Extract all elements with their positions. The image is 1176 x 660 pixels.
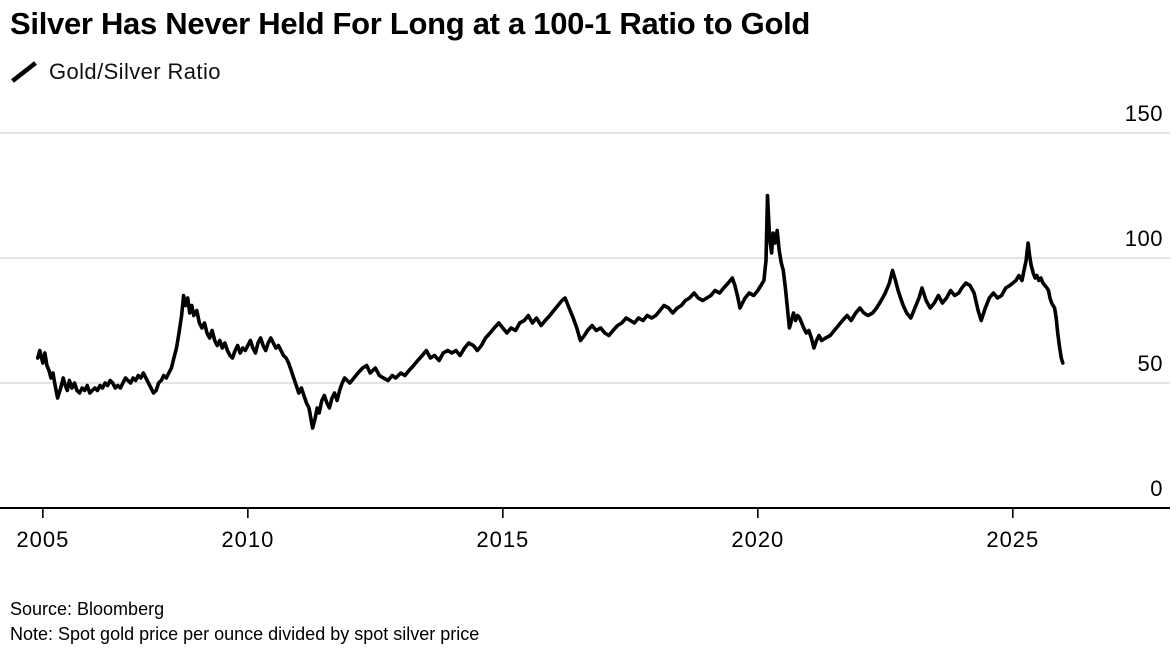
ratio-line-path: [35, 193, 1065, 430]
source-text: Source: Bloomberg: [10, 599, 165, 619]
x-tick-label: 2005: [16, 527, 69, 552]
y-tick-label: 50: [1138, 351, 1163, 376]
legend: Gold/Silver Ratio: [10, 59, 221, 85]
ratio-line-chart: 0 50 100 150 2005 2010 2015 2020 2025: [0, 101, 1170, 552]
page-title: Silver Has Never Held For Long at a 100-…: [10, 6, 811, 41]
slash-line-icon: [11, 61, 37, 83]
source-note-block: Source: Bloomberg Note: Spot gold price …: [10, 597, 479, 647]
y-tick-label: 0: [1150, 476, 1163, 501]
y-tick-label: 100: [1125, 226, 1163, 251]
x-tick-label: 2010: [221, 527, 274, 552]
x-tick-label: 2020: [731, 527, 784, 552]
x-tick-label: 2015: [476, 527, 529, 552]
legend-label: Gold/Silver Ratio: [49, 59, 221, 84]
y-tick-label: 150: [1125, 101, 1163, 126]
x-tick-label: 2025: [986, 527, 1039, 552]
note-text: Note: Spot gold price per ounce divided …: [10, 624, 480, 644]
